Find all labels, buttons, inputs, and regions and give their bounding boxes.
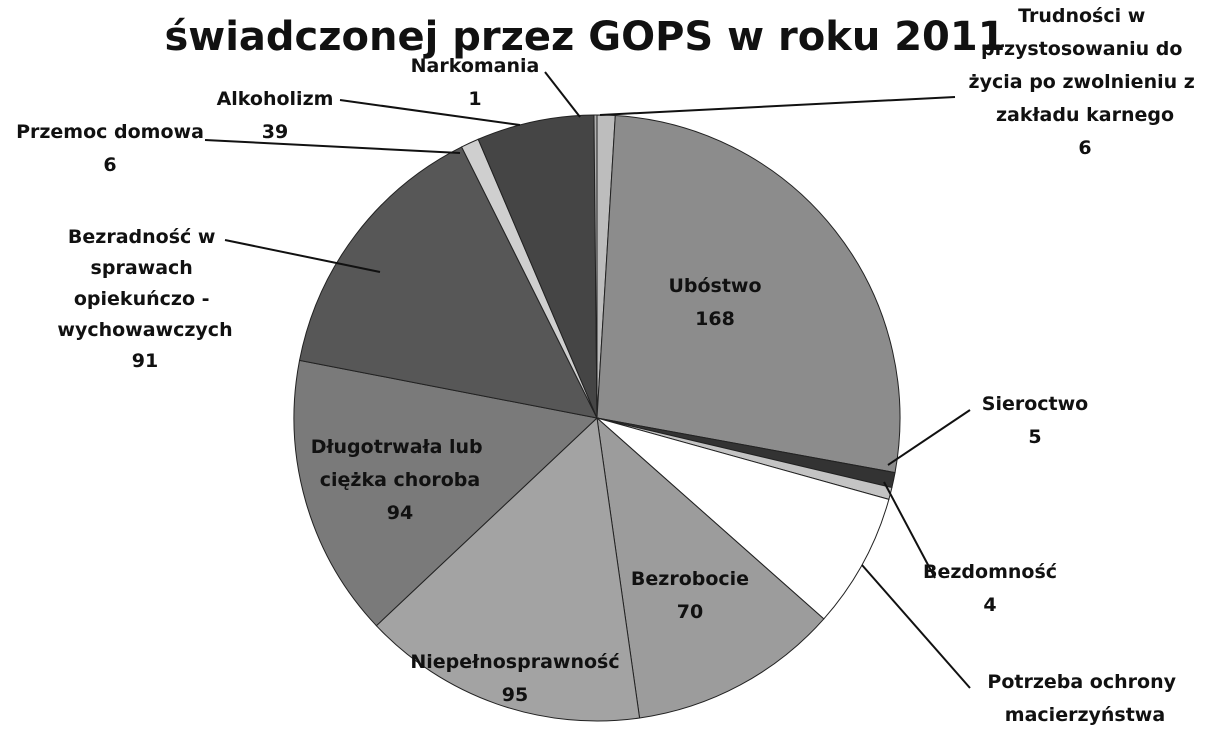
leader-line: [544, 71, 581, 118]
leader-line: [887, 409, 971, 466]
value-label: 4: [983, 594, 996, 616]
pie-slice: [596, 417, 890, 620]
value-label: 95: [502, 684, 528, 706]
value-label: 168: [695, 308, 735, 330]
leader-line: [883, 481, 936, 579]
slice-label: Bezradność w sprawach opiekuńczo - wycho…: [57, 226, 232, 341]
leader-line: [599, 96, 956, 116]
value-label: 6: [1078, 137, 1091, 159]
chart-title: świadczonej przez GOPS w roku 2011: [164, 14, 1005, 60]
slice-label: Potrzeba ochrony macierzyństwa: [987, 671, 1182, 726]
pie-slice: [375, 416, 641, 722]
value-label: 94: [387, 502, 413, 524]
leader-line: [861, 564, 971, 689]
pie-slice: [596, 416, 825, 719]
value-label: 91: [132, 350, 158, 372]
slice-label: Alkoholizm: [217, 88, 334, 110]
value-label: 1: [468, 88, 481, 110]
value-label: 70: [677, 601, 703, 623]
slice-label: Bezdomność: [923, 561, 1057, 583]
pie-slice: [593, 114, 598, 419]
leader-line: [339, 99, 521, 126]
value-label: 6: [103, 154, 116, 176]
slice-label: Bezrobocie: [631, 568, 749, 590]
slice-label: Niepełnosprawność: [410, 651, 619, 673]
slice-label: Długotrwała lub ciężka choroba: [311, 436, 490, 491]
pie-slice: [293, 359, 599, 627]
leader-line: [224, 239, 381, 273]
value-label: 5: [1028, 426, 1041, 448]
pie-slice: [298, 146, 598, 419]
value-label: 39: [262, 121, 288, 143]
pie-slice: [596, 115, 901, 474]
slice-label: Sieroctwo: [982, 393, 1088, 415]
slice-label: Przemoc domowa: [16, 121, 204, 143]
leader-line: [204, 139, 461, 154]
slice-label: Ubóstwo: [668, 275, 761, 297]
slice-label: Narkomania: [411, 55, 540, 77]
pie-slice: [477, 114, 598, 419]
slice-label: Trudności w przystosowaniu do życia po z…: [969, 5, 1202, 126]
